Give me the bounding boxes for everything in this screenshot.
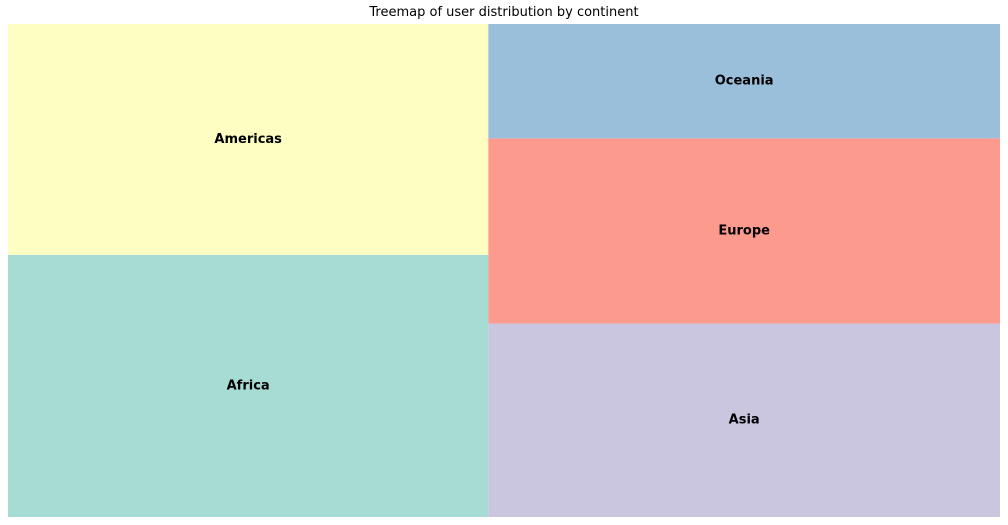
treemap-tile-europe bbox=[488, 138, 1000, 324]
treemap-labels: Africa Americas Asia Europe Oceania bbox=[214, 74, 773, 428]
treemap-label-americas: Americas bbox=[214, 132, 282, 147]
treemap-tile-asia bbox=[488, 323, 1000, 517]
treemap-tile-africa bbox=[8, 254, 489, 517]
treemap-label-asia: Asia bbox=[729, 413, 760, 428]
treemap-label-africa: Africa bbox=[227, 378, 270, 393]
chart-title: Treemap of user distribution by continen… bbox=[369, 5, 639, 20]
treemap-rects bbox=[8, 24, 1000, 517]
treemap-label-oceania: Oceania bbox=[715, 74, 774, 89]
treemap-tile-americas bbox=[8, 24, 489, 255]
treemap-tile-oceania bbox=[488, 24, 1000, 139]
treemap-label-europe: Europe bbox=[718, 223, 770, 238]
